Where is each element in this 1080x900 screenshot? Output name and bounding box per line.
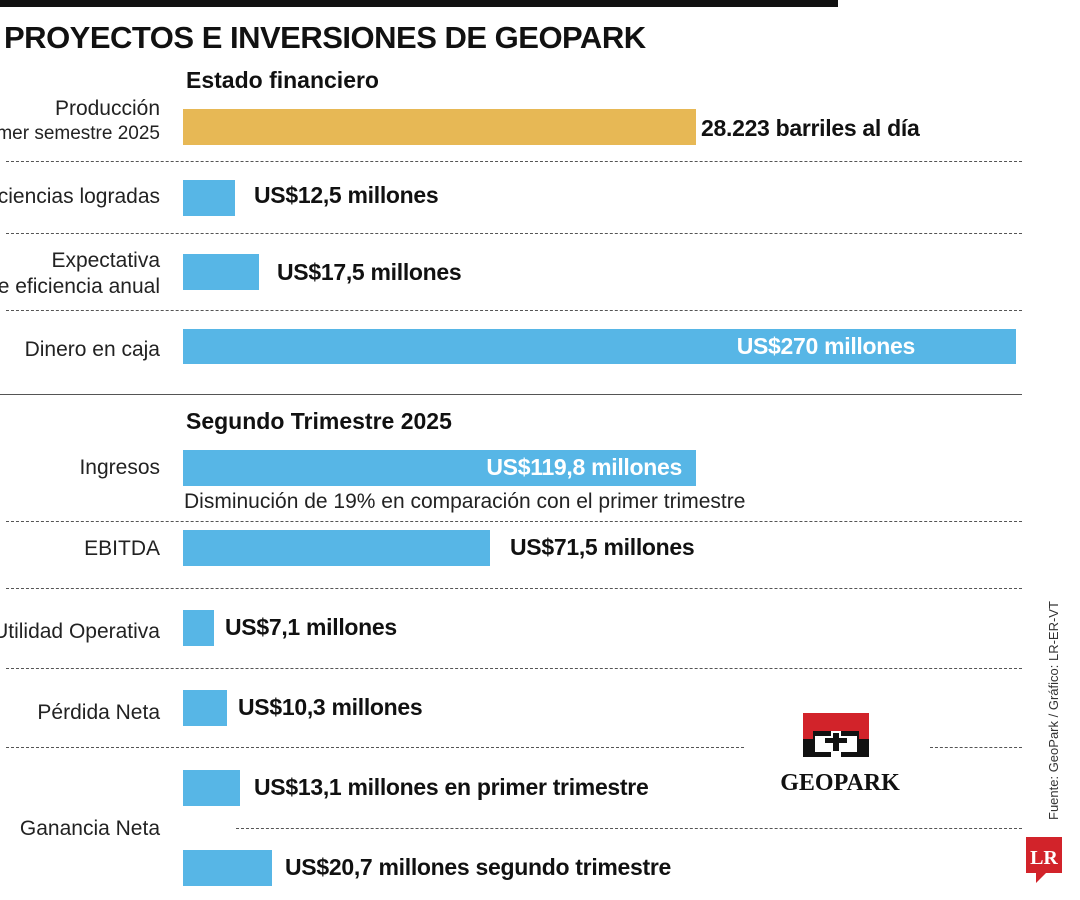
geopark-logo-text: GEOPARK [780,770,900,796]
section-title-quarter: Segundo Trimestre 2025 [186,408,452,434]
value-label-perdida: US$10,3 millones [238,694,423,720]
bar-utilidad [183,610,214,646]
bar-ganancia-q1 [183,770,240,806]
bar-ingresos [183,450,696,486]
row-divider [930,747,1022,748]
lr-logo: LR [1026,837,1062,890]
category-label-dinero: Dinero en caja [24,338,160,361]
category-label-ganancia: Ganancia Neta [19,817,160,840]
bar-dinero [183,329,1016,364]
value-label-ganancia-q2: US$20,7 millones segundo trimestre [285,854,672,880]
row-divider [6,668,1022,669]
category-label-expectativa: Expectativa de eficiencia anual [0,248,160,301]
top-rule [0,0,838,7]
bar-ebitda [183,530,490,566]
section-divider [0,394,1022,395]
bar-perdida [183,690,227,726]
bar-expectativa [183,254,259,290]
lr-logo-text: LR [1030,847,1058,869]
value-label-ingresos: US$119,8 millones [486,454,682,480]
category-label-line: Expectativa [51,249,160,272]
category-label-line: de eficiencia anual [0,275,160,299]
value-label-utilidad: US$7,1 millones [225,614,397,640]
row-divider [6,747,744,748]
value-label-ganancia-q1: US$13,1 millones en primer trimestre [254,774,649,800]
value-label-expectativa: US$17,5 millones [277,259,462,285]
category-label-eficiencias: Eficiencias logradas [0,185,160,208]
source-credit: Fuente: GeoPark / Gráfico: LR-ER-VT [1046,601,1061,820]
row-divider [6,161,1022,162]
category-label-ingresos: Ingresos [79,456,160,479]
bar-ganancia-q2 [183,850,272,886]
section-title-financial: Estado financiero [186,67,379,93]
category-label-perdida: Pérdida Neta [37,701,160,724]
row-divider [6,233,1022,234]
category-label-ebitda: EBITDA [84,537,160,560]
bar-eficiencias [183,180,235,216]
bar-produccion [183,109,696,145]
page-title: PROYECTOS E INVERSIONES DE GEOPARK [4,20,646,55]
category-label-utilidad: Utilidad Operativa [0,620,160,643]
value-label-ebitda: US$71,5 millones [510,534,695,560]
category-label-produccion: Producción primer semestre 2025 [0,96,160,146]
row-divider [6,521,1022,522]
category-label-line: Producción [54,97,160,120]
value-label-eficiencias: US$12,5 millones [254,182,439,208]
row-divider [6,588,1022,589]
category-label-line: primer semestre 2025 [0,123,160,145]
value-label-dinero: US$270 millones [736,333,916,359]
row-divider [236,828,1022,829]
ingresos-note: Disminución de 19% en comparación con el… [184,490,746,513]
value-label-produccion: 28.223 barriles al día [701,115,920,141]
geopark-logo: GEOPARK [745,710,935,800]
row-divider [6,310,1022,311]
